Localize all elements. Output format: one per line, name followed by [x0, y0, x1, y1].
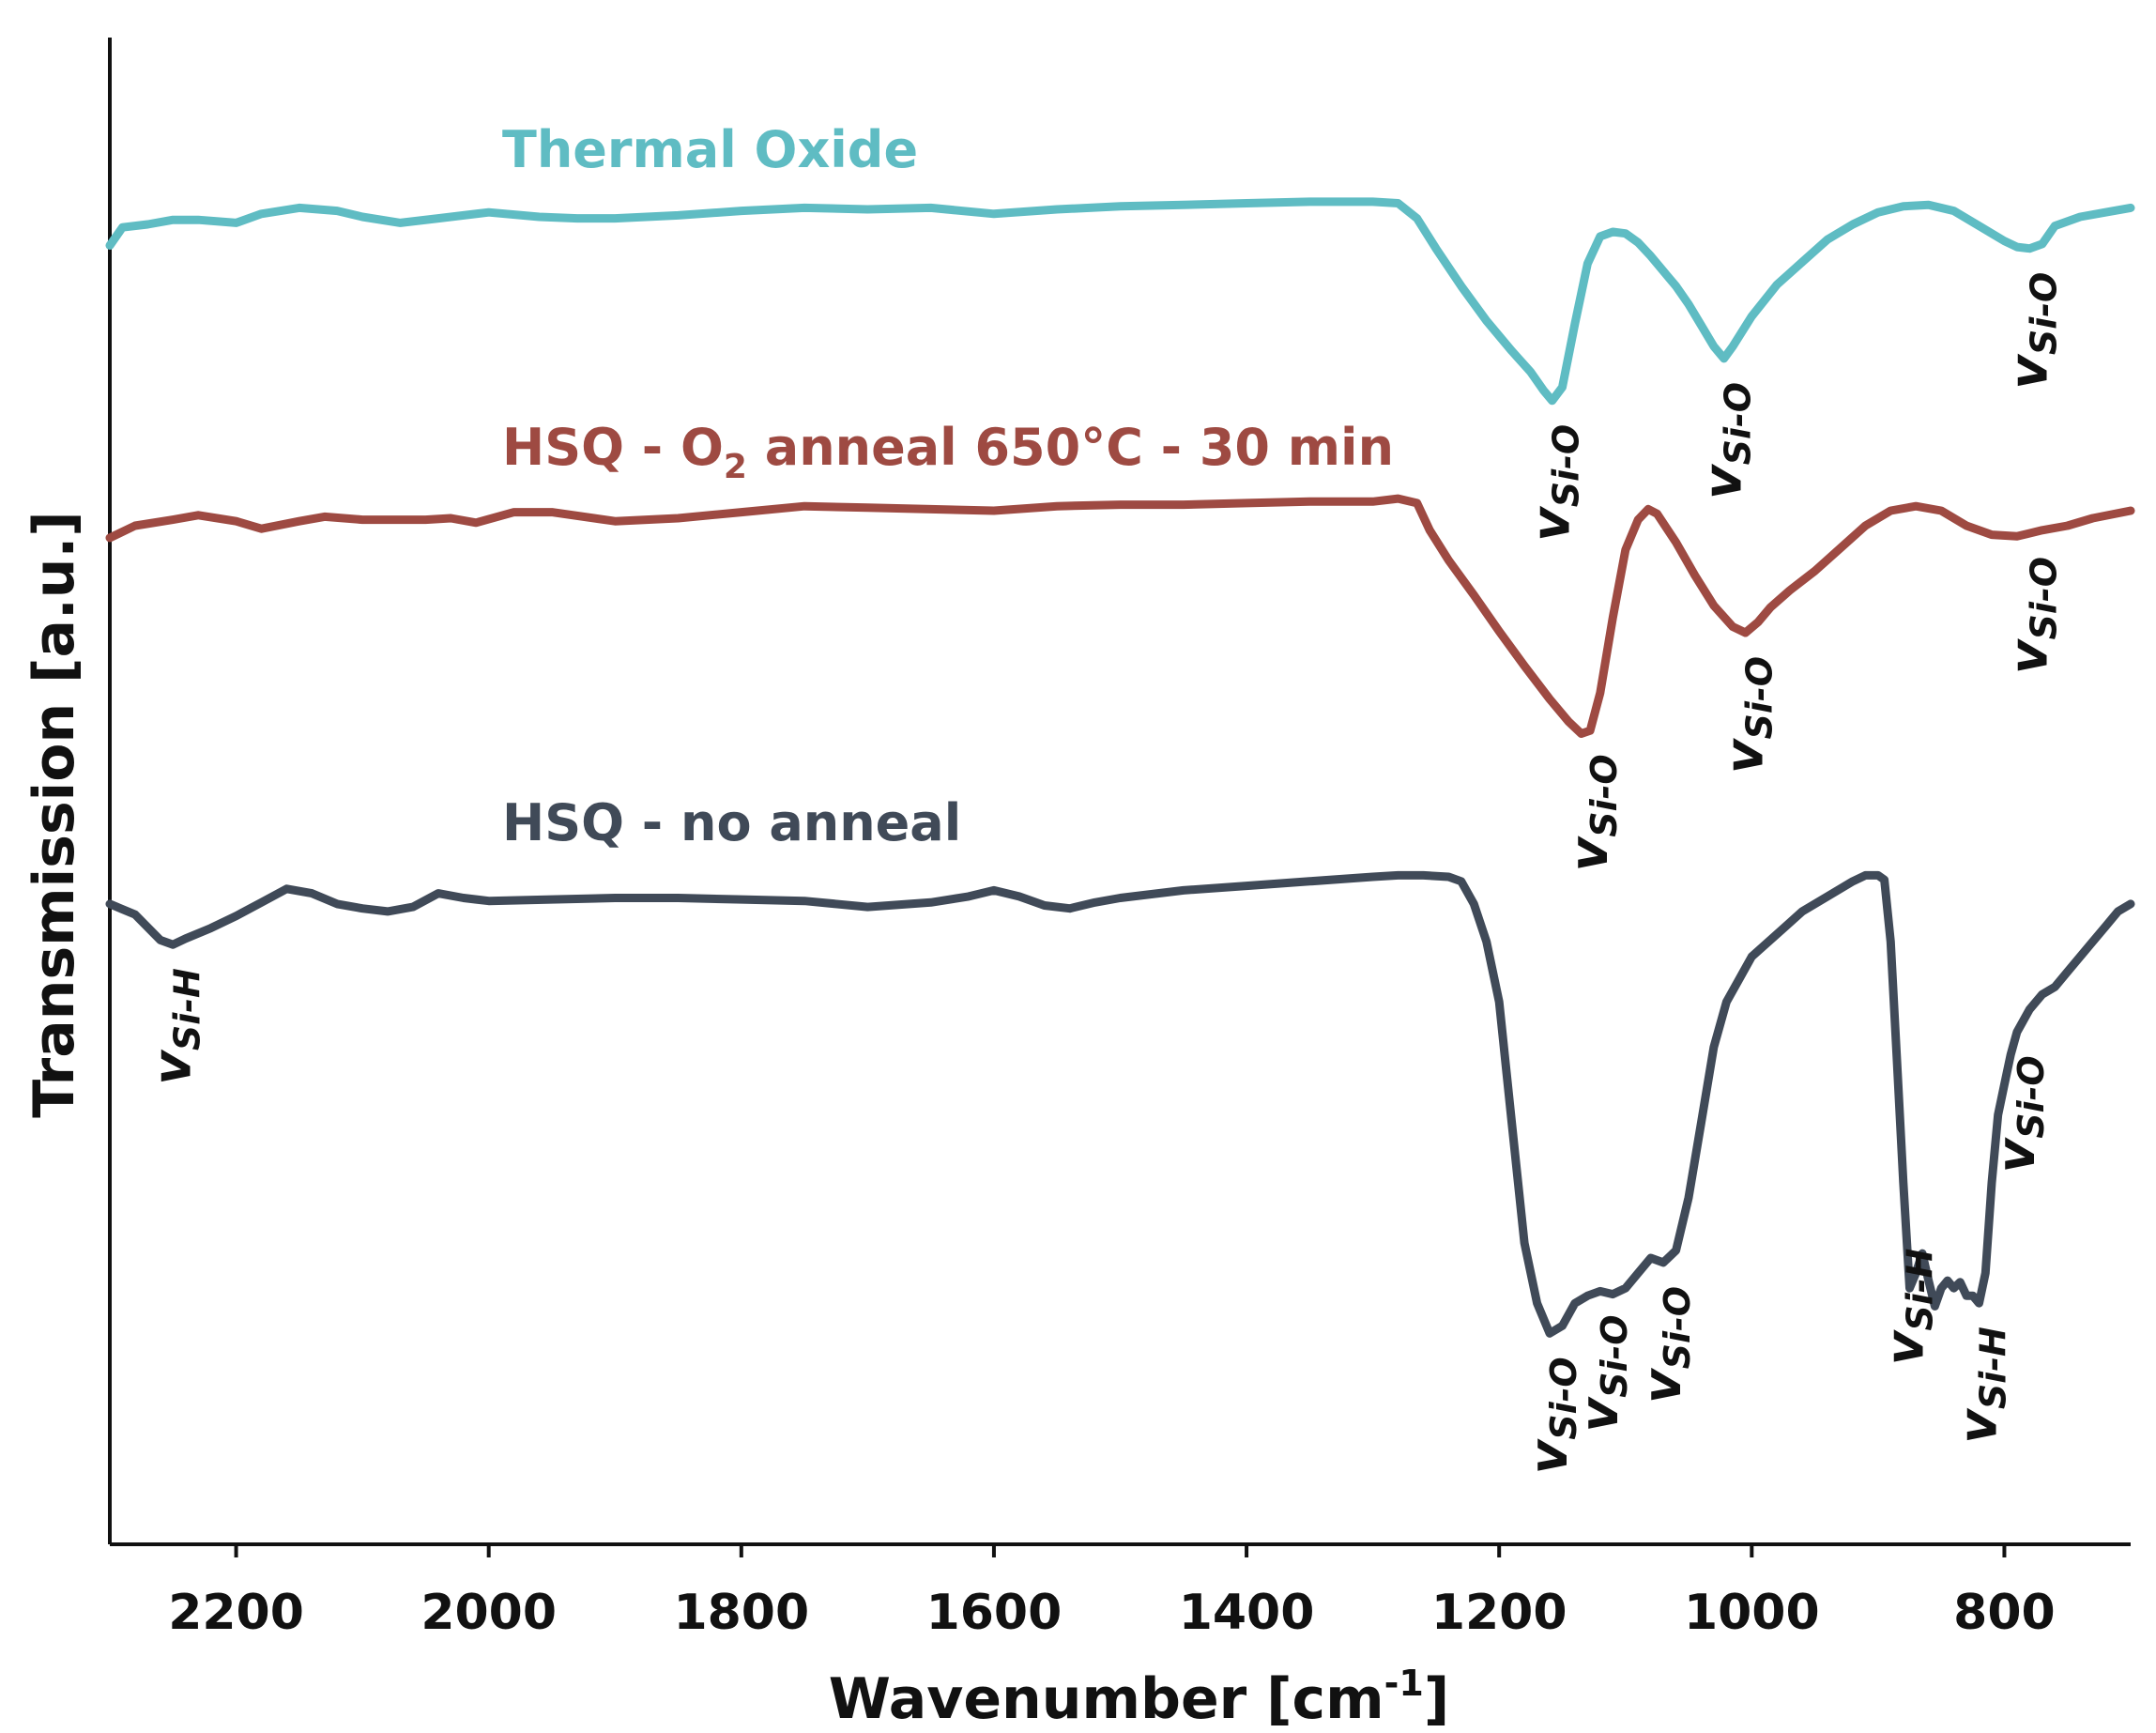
peak-annotation-9: vSi-O	[1632, 1286, 1698, 1403]
y-axis-title: Transmission [a.u.]	[22, 511, 87, 1117]
peak-annotation-10: vSi-H	[1875, 1249, 1941, 1365]
peak-annotation-4: vSi-O	[1715, 656, 1781, 774]
peak-annotation-2: vSi-O	[1998, 272, 2064, 390]
x-tick-label-1400: 1400	[1179, 1585, 1315, 1641]
x-tick-label-800: 800	[1953, 1585, 2056, 1641]
x-axis-title-main: Wavenumber [cm	[829, 1666, 1384, 1732]
x-ticks: 2200 2000 1800 1600 1400 1200 1000 800	[168, 1544, 2056, 1641]
spectra-curves	[105, 197, 2135, 1338]
series-label-2: HSQ - no anneal	[502, 793, 961, 852]
series-label-1: HSQ - O2 anneal 650°C - 30 min	[502, 418, 1394, 486]
peak-annotation-8: vSi-O	[1569, 1314, 1635, 1432]
x-axis-title-superscript: -1	[1384, 1663, 1424, 1704]
series-line-2	[105, 870, 2135, 1338]
peak-annotation-5: vSi-O	[1998, 557, 2064, 674]
peak-annotation-12: vSi-O	[1986, 1055, 2052, 1173]
peak-annotation-1: vSi-O	[1693, 382, 1759, 499]
series-labels: Thermal Oxide HSQ - O2 anneal 650°C - 30 …	[502, 120, 1394, 852]
x-axis-title-end: ]	[1424, 1666, 1449, 1732]
x-axis-title: Wavenumber [cm-1]	[829, 1663, 1450, 1732]
x-tick-label-1000: 1000	[1684, 1585, 1820, 1641]
series-label-0: Thermal Oxide	[502, 120, 918, 179]
peak-annotation-3: vSi-O	[1559, 754, 1625, 871]
peak-annotation-11: vSi-H	[1949, 1327, 2014, 1443]
axes	[108, 38, 2131, 1546]
peak-annotation-6: vSi-H	[142, 968, 207, 1084]
x-tick-label-1600: 1600	[926, 1585, 1063, 1641]
x-tick-label-1800: 1800	[673, 1585, 809, 1641]
peak-annotation-0: vSi-O	[1521, 424, 1587, 542]
x-tick-label-1200: 1200	[1431, 1585, 1567, 1641]
series-line-0	[105, 197, 2135, 406]
peak-annotation-7: vSi-O	[1519, 1357, 1584, 1474]
series-line-1	[105, 494, 2135, 738]
x-tick-label-2200: 2200	[168, 1585, 304, 1641]
x-tick-label-2000: 2000	[420, 1585, 557, 1641]
